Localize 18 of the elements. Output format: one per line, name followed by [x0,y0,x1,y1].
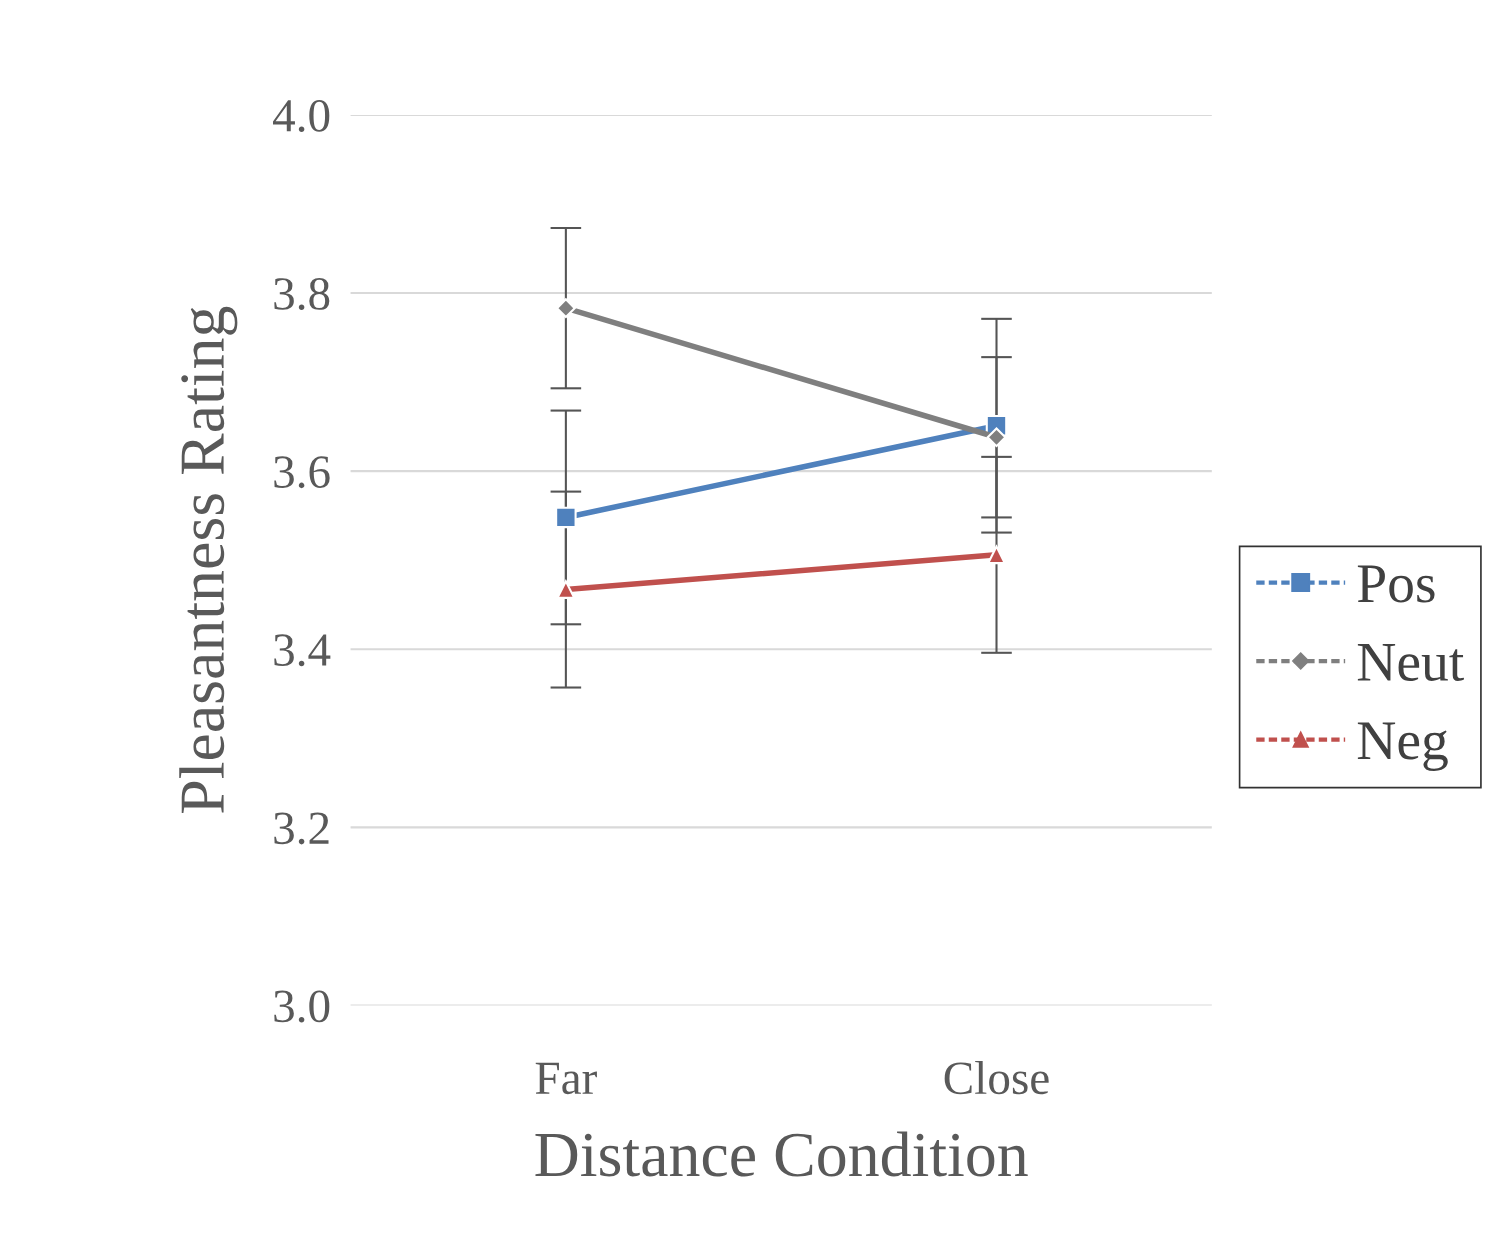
y-tick-label: 3.6 [274,456,330,489]
point [555,298,576,319]
point [555,506,577,529]
point [556,580,576,599]
point [986,427,1007,448]
legend-label: Neut [1357,644,1464,682]
y-tick-label: 4.0 [273,99,330,132]
y-tick-label: 3.2 [274,812,329,845]
y-tick-label: 3.4 [274,634,331,667]
x-axis-title: Distance Condition [535,1131,1028,1177]
point [987,545,1006,565]
legend-label: Pos [1357,565,1435,603]
legend-label: Neg [1357,722,1448,771]
y-tick-label: 3.0 [274,990,330,1023]
y-tick-label: 3.8 [274,278,330,311]
y-axis-title: Pleasantness Rating [179,306,238,813]
x-tick-label: Close [944,1061,1049,1095]
x-tick-label: Far [535,1062,597,1095]
